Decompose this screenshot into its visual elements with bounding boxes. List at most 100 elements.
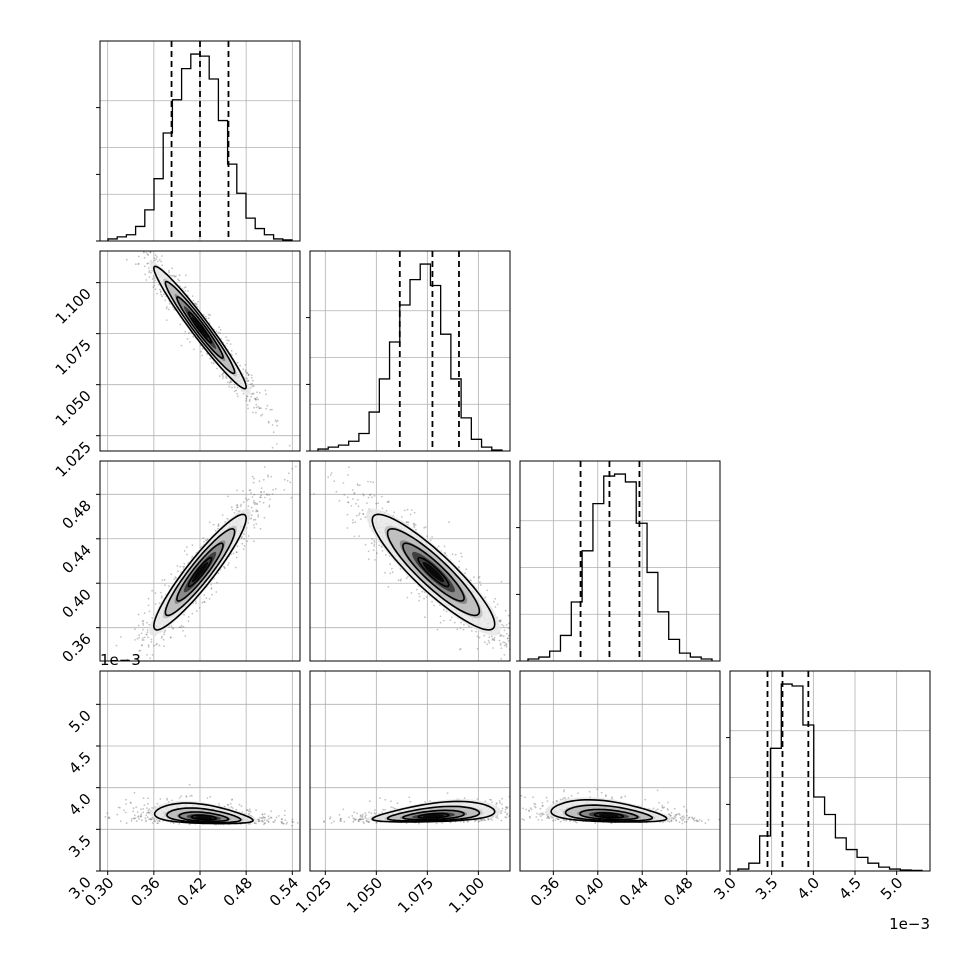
- sample-point: [142, 619, 145, 622]
- sample-point: [191, 295, 194, 297]
- sample-point: [148, 808, 151, 811]
- sample-point: [359, 815, 362, 818]
- sample-point: [136, 242, 138, 244]
- sample-point: [505, 816, 508, 819]
- sample-point: [405, 577, 408, 580]
- sample-point: [168, 269, 170, 272]
- sample-point: [246, 540, 249, 543]
- sample-point: [270, 816, 273, 819]
- sample-point: [466, 820, 469, 823]
- sample-point: [152, 286, 155, 289]
- sample-point: [367, 821, 370, 823]
- sample-point: [247, 505, 250, 507]
- sample-point: [340, 818, 342, 820]
- sample-point: [255, 809, 257, 811]
- sample-point: [354, 521, 357, 523]
- sample-point: [281, 821, 283, 823]
- sample-point: [361, 815, 364, 817]
- sample-point: [255, 411, 257, 414]
- sample-point: [147, 646, 150, 648]
- sample-point: [253, 524, 255, 526]
- sample-point: [243, 533, 246, 536]
- sample-point: [236, 506, 238, 509]
- sample-point: [252, 481, 255, 484]
- sample-point: [359, 814, 362, 816]
- sample-point: [108, 817, 111, 819]
- sample-point: [133, 817, 136, 820]
- sample-point: [357, 498, 359, 501]
- sample-point: [130, 677, 132, 679]
- sample-point: [492, 647, 494, 649]
- sample-point: [276, 443, 278, 445]
- sample-point: [495, 802, 498, 805]
- sample-point: [348, 466, 350, 469]
- sample-point: [209, 357, 212, 360]
- sample-point: [146, 629, 149, 631]
- sample-point: [488, 641, 491, 644]
- sample-point: [155, 643, 158, 646]
- sample-point: [242, 368, 245, 371]
- sample-point: [228, 339, 230, 342]
- sample-point: [283, 489, 286, 491]
- sample-point: [260, 816, 263, 819]
- sample-point: [248, 812, 251, 815]
- sample-point: [364, 516, 367, 519]
- sample-point: [339, 817, 342, 820]
- sample-point: [248, 398, 251, 401]
- sample-point: [491, 638, 494, 641]
- sample-point: [493, 600, 495, 603]
- sample-point: [236, 361, 239, 364]
- sample-point: [264, 822, 267, 824]
- sample-point: [106, 204, 108, 206]
- sample-point: [226, 517, 229, 520]
- sample-point: [231, 386, 233, 389]
- sample-point: [552, 801, 555, 804]
- sample-point: [263, 819, 266, 821]
- sample-point: [178, 274, 181, 277]
- sample-point: [436, 628, 439, 631]
- sample-point: [247, 822, 250, 825]
- sample-point: [352, 821, 355, 823]
- sample-point: [443, 545, 446, 548]
- sample-point: [373, 545, 376, 547]
- sample-point: [347, 501, 349, 504]
- sample-point: [610, 797, 613, 800]
- sample-point: [254, 501, 256, 504]
- sample-point: [410, 592, 413, 594]
- sample-point: [313, 824, 315, 826]
- sample-point: [681, 822, 684, 825]
- sample-point: [387, 585, 390, 588]
- sample-point: [267, 475, 270, 478]
- sample-point: [201, 354, 204, 357]
- sample-point: [269, 498, 271, 501]
- sample-point: [207, 317, 210, 320]
- sample-point: [246, 499, 249, 502]
- sample-point: [137, 816, 139, 818]
- sample-point: [481, 819, 483, 822]
- panel-frame-p2: [519, 460, 721, 662]
- sample-point: [258, 480, 261, 483]
- sample-point: [454, 553, 457, 556]
- contour-level-0: [417, 812, 450, 819]
- sample-point: [211, 593, 214, 596]
- sample-point: [359, 518, 362, 520]
- sample-point: [363, 822, 365, 825]
- panel-content: [100, 204, 300, 451]
- sample-point: [499, 635, 502, 637]
- sample-point: [483, 819, 485, 821]
- sample-point: [280, 818, 283, 820]
- sample-point: [258, 392, 261, 394]
- sample-point: [505, 643, 508, 646]
- sample-point: [163, 645, 166, 648]
- sample-point: [329, 474, 332, 476]
- sample-point: [493, 638, 495, 641]
- sample-point: [504, 816, 507, 818]
- contour-level-2: [386, 805, 481, 822]
- sample-point: [386, 501, 389, 503]
- sample-point: [370, 812, 373, 815]
- sample-point: [494, 597, 497, 600]
- sample-point: [530, 808, 533, 811]
- sample-point: [501, 807, 504, 810]
- sample-point: [117, 806, 120, 809]
- sample-point: [451, 616, 453, 619]
